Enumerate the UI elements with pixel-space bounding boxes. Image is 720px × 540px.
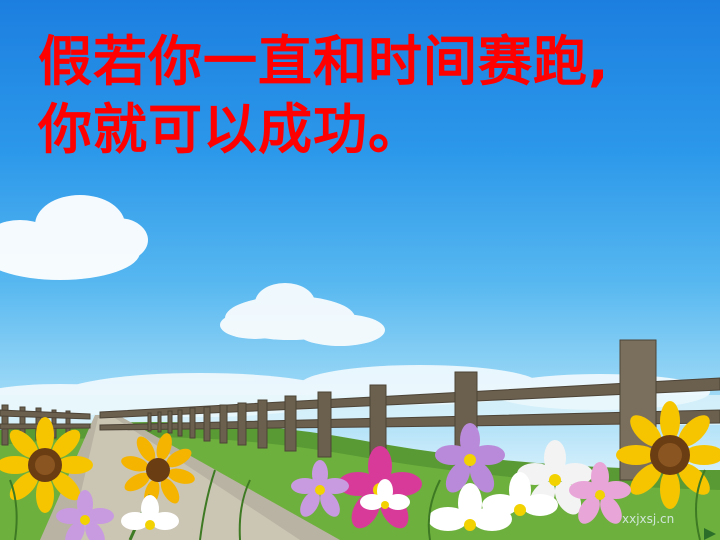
cosmos-flowers [56, 423, 631, 540]
sunflower-middle [121, 433, 195, 507]
slide-title: 假若你一直和时间赛跑, 你就可以成功。 [38, 28, 698, 164]
flowers [0, 401, 720, 540]
clouds [0, 195, 710, 417]
title-line-1: 假若你一直和时间赛跑, [38, 30, 610, 93]
next-slide-icon[interactable] [704, 528, 716, 540]
title-line-2: 你就可以成功。 [38, 98, 423, 161]
sunflower-right [616, 401, 720, 509]
watermark: xxjxsj.cn [622, 512, 675, 526]
cloud-center [220, 283, 385, 346]
sunflower-left [0, 417, 93, 513]
cloud-left [0, 195, 148, 280]
